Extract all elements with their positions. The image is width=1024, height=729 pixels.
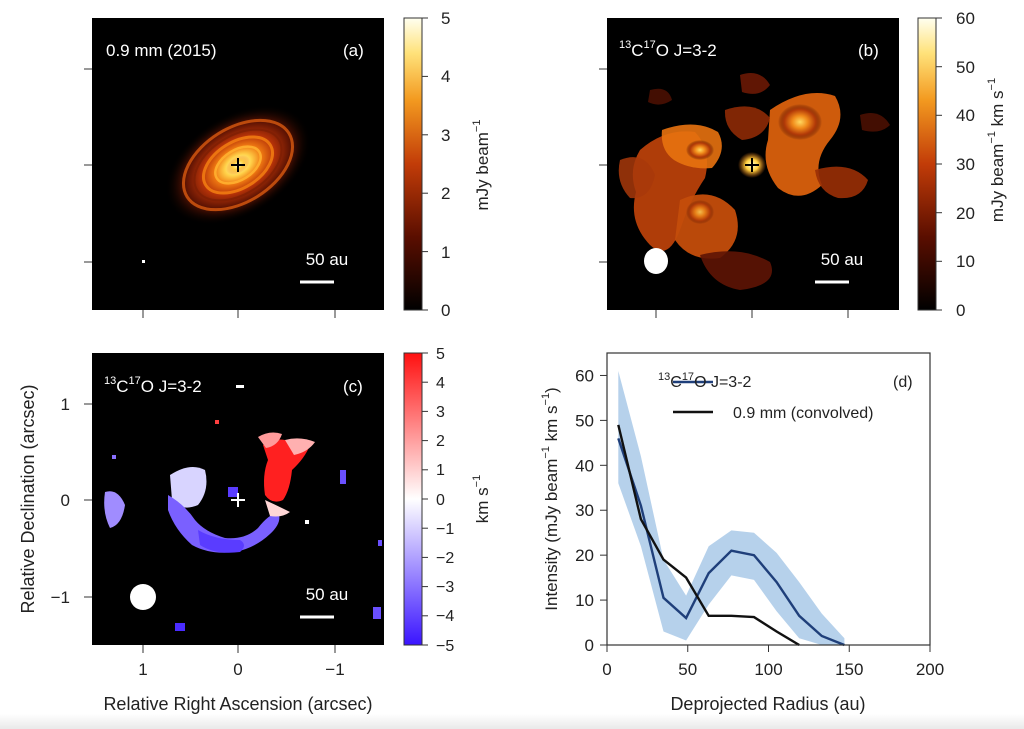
colorbar-a: [403, 17, 423, 311]
velocity-marker: [236, 385, 244, 388]
colorbar-c-tick: 0: [436, 492, 445, 509]
colorbar-b-tick: 10: [956, 252, 975, 271]
colorbar-c-tick: 1: [436, 462, 445, 479]
panel-d-letter: (d): [893, 374, 913, 391]
plot-frame: [606, 352, 931, 646]
legend-label-continuum: 0.9 mm (convolved): [733, 405, 874, 422]
colorbar-b-tick: 0: [956, 301, 965, 320]
colorbar-a-tick: 2: [441, 184, 450, 203]
panel-a-letter: (a): [343, 41, 364, 60]
panel-b-ticks: [599, 68, 849, 318]
x-axis-label: Relative Right Ascension (arcsec): [103, 694, 372, 714]
panel-b-title: 13C17O J=3-2: [619, 39, 717, 60]
y-tick-label: 1: [61, 395, 70, 414]
velocity-map: [104, 420, 382, 631]
beam-ellipse: [130, 584, 156, 610]
x-axis-label: Deprojected Radius (au): [670, 694, 865, 714]
x-tick-label: −1: [325, 660, 344, 679]
colorbar-c: [403, 352, 423, 646]
colorbar-c-tick: −3: [436, 579, 454, 596]
colorbar-b-ticks: 60 50 40 30 20 10 0: [936, 9, 975, 320]
x-tick-label: 0: [602, 660, 611, 679]
colorbar-b-tick: 20: [956, 204, 975, 223]
colorbar-b-tick: 40: [956, 106, 975, 125]
x-ticks: 0 50 100 150 200: [602, 645, 944, 679]
y-tick-label: 10: [575, 591, 594, 610]
panel-a-ticks: [84, 68, 336, 318]
x-tick-label: 50: [678, 660, 697, 679]
colorbar-c-tick: −5: [436, 638, 454, 655]
panel-c-letter: (c): [343, 377, 363, 396]
co-uncertainty-band: [618, 371, 845, 645]
colorbar-a-tick: 1: [441, 243, 450, 262]
scalebar-label: 50 au: [821, 250, 864, 269]
colorbar-a-tick: 4: [441, 67, 450, 86]
colorbar-b-tick: 60: [956, 9, 975, 28]
uncertainty-bands: [618, 371, 845, 645]
x-tick-label: 0: [233, 660, 242, 679]
colorbar-a-tick: 3: [441, 126, 450, 145]
y-ticks: 0 10 20 30 40 50 60: [575, 366, 607, 655]
y-axis-label: Intensity (mJy beam−1 km s−1): [540, 387, 561, 610]
colorbar-a-label: mJy beam−1: [471, 120, 492, 211]
x-tick-label: 150: [835, 660, 863, 679]
y-tick-label: 50: [575, 411, 594, 430]
colorbar-a-tick: 0: [441, 301, 450, 320]
y-tick-label: 40: [575, 456, 594, 475]
colorbar-c-tick: 4: [436, 375, 445, 392]
y-tick-label: 30: [575, 501, 594, 520]
y-tick-label: 0: [585, 636, 594, 655]
colorbar-b: [917, 17, 937, 311]
scalebar-label: 50 au: [306, 250, 349, 269]
bottom-fade: [0, 714, 1024, 729]
y-tick-label: 20: [575, 546, 594, 565]
series-lines: [617, 380, 845, 647]
panel-c-title: 13C17O J=3-2: [104, 375, 202, 396]
y-axis-label: Relative Declination (arcsec): [18, 384, 38, 613]
y-tick-label: 0: [61, 491, 70, 510]
colorbar-c-tick: 3: [436, 404, 445, 421]
scalebar-label: 50 au: [306, 585, 349, 604]
panel-a: 50 au 0.9 mm (2015) (a) 5 4 3 2 1 0 mJy …: [84, 9, 492, 320]
beam-ellipse: [142, 260, 145, 263]
colorbar-c-tick: −2: [436, 550, 454, 567]
y-tick-label: −1: [51, 588, 70, 607]
legend-label-co: 13C17O J=3-2: [658, 371, 752, 391]
panel-a-title: 0.9 mm (2015): [106, 41, 217, 60]
colorbar-b-label: mJy beam−1 km s−1: [986, 78, 1007, 222]
panel-b-letter: (b): [858, 41, 879, 60]
panel-c: 50 au 13C17O J=3-2 (c) 1 0 −1 1 0 −1 Rel…: [18, 346, 492, 714]
x-tick-label: 1: [138, 660, 147, 679]
panel-c-ticks: [84, 403, 336, 653]
colorbar-c-label: km s−1: [471, 475, 492, 523]
x-tick-label: 100: [754, 660, 782, 679]
colorbar-b-tick: 50: [956, 58, 975, 77]
colorbar-c-tick: 2: [436, 433, 445, 450]
star-marker: [745, 158, 759, 172]
colorbar-c-tick: 5: [436, 346, 445, 363]
colorbar-b-tick: 30: [956, 155, 975, 174]
colorbar-c-ticks: 5 4 3 2 1 0 −1 −2 −3 −4 −5: [422, 346, 454, 655]
colorbar-a-tick: 5: [441, 9, 450, 28]
star-marker: [231, 158, 245, 172]
line-emission-map: [618, 72, 890, 290]
x-tick-label: 200: [916, 660, 944, 679]
colorbar-c-tick: −1: [436, 521, 454, 538]
star-marker: [231, 493, 245, 507]
y-tick-label: 60: [575, 366, 594, 385]
beam-ellipse: [644, 248, 668, 274]
colorbar-c-tick: −4: [436, 608, 454, 625]
colorbar-a-ticks: 5 4 3 2 1 0: [422, 9, 450, 320]
panel-b: 50 au 13C17O J=3-2 (b) 60 50 40 30 20 10…: [599, 9, 1007, 320]
